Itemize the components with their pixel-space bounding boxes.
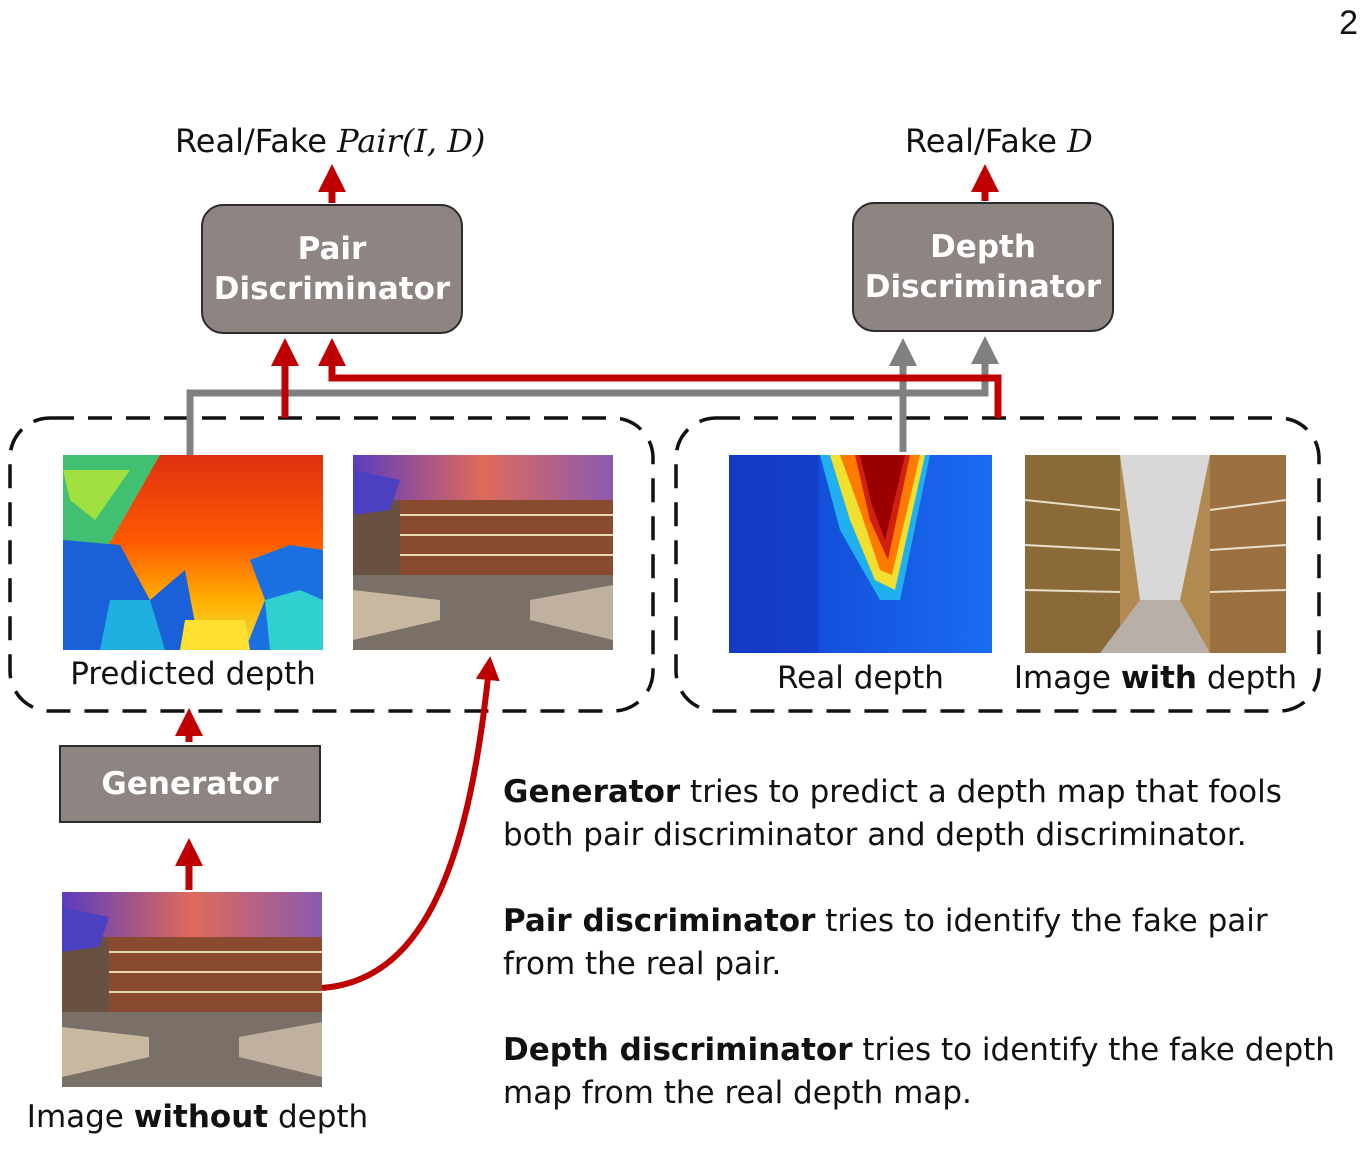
red-arrow-real-pair-to-pair-disc — [318, 338, 1002, 418]
real-depth-caption: Real depth — [777, 660, 944, 696]
fake-pair-group — [8, 416, 655, 713]
gray-connector-predicted — [186, 336, 999, 455]
description-depth-discriminator: Depth discriminator tries to identify th… — [503, 1032, 1335, 1111]
real-depth-map — [729, 455, 992, 653]
depth-output-label: Real/Fake D — [905, 122, 1093, 160]
generator-box: Generator — [59, 745, 321, 823]
bookstore-photo-input — [62, 892, 322, 1087]
image-without-depth-caption: Image without depth — [26, 1099, 369, 1135]
red-arrow-input-to-fake-pair — [321, 656, 500, 991]
library-aisle-photo — [1024, 455, 1287, 653]
description-pair-discriminator: Pair discriminator tries to identify the… — [503, 903, 1268, 982]
description-generator: Generator tries to predict a depth map t… — [503, 774, 1282, 853]
predicted-depth-caption: Predicted depth — [70, 656, 316, 692]
image-with-depth-caption: Image with depth — [1013, 660, 1298, 696]
depth-discriminator-box: Depth Discriminator — [852, 202, 1114, 332]
description-block: Generator tries to predict a depth map t… — [503, 771, 1343, 1158]
bookstore-photo-fake-pair — [353, 455, 613, 650]
pair-output-label: Real/Fake Pair(I, D) — [175, 122, 486, 160]
page-number: 2 — [1339, 4, 1358, 42]
predicted-depth-map — [63, 455, 323, 650]
pair-discriminator-box: Pair Discriminator — [201, 204, 463, 334]
